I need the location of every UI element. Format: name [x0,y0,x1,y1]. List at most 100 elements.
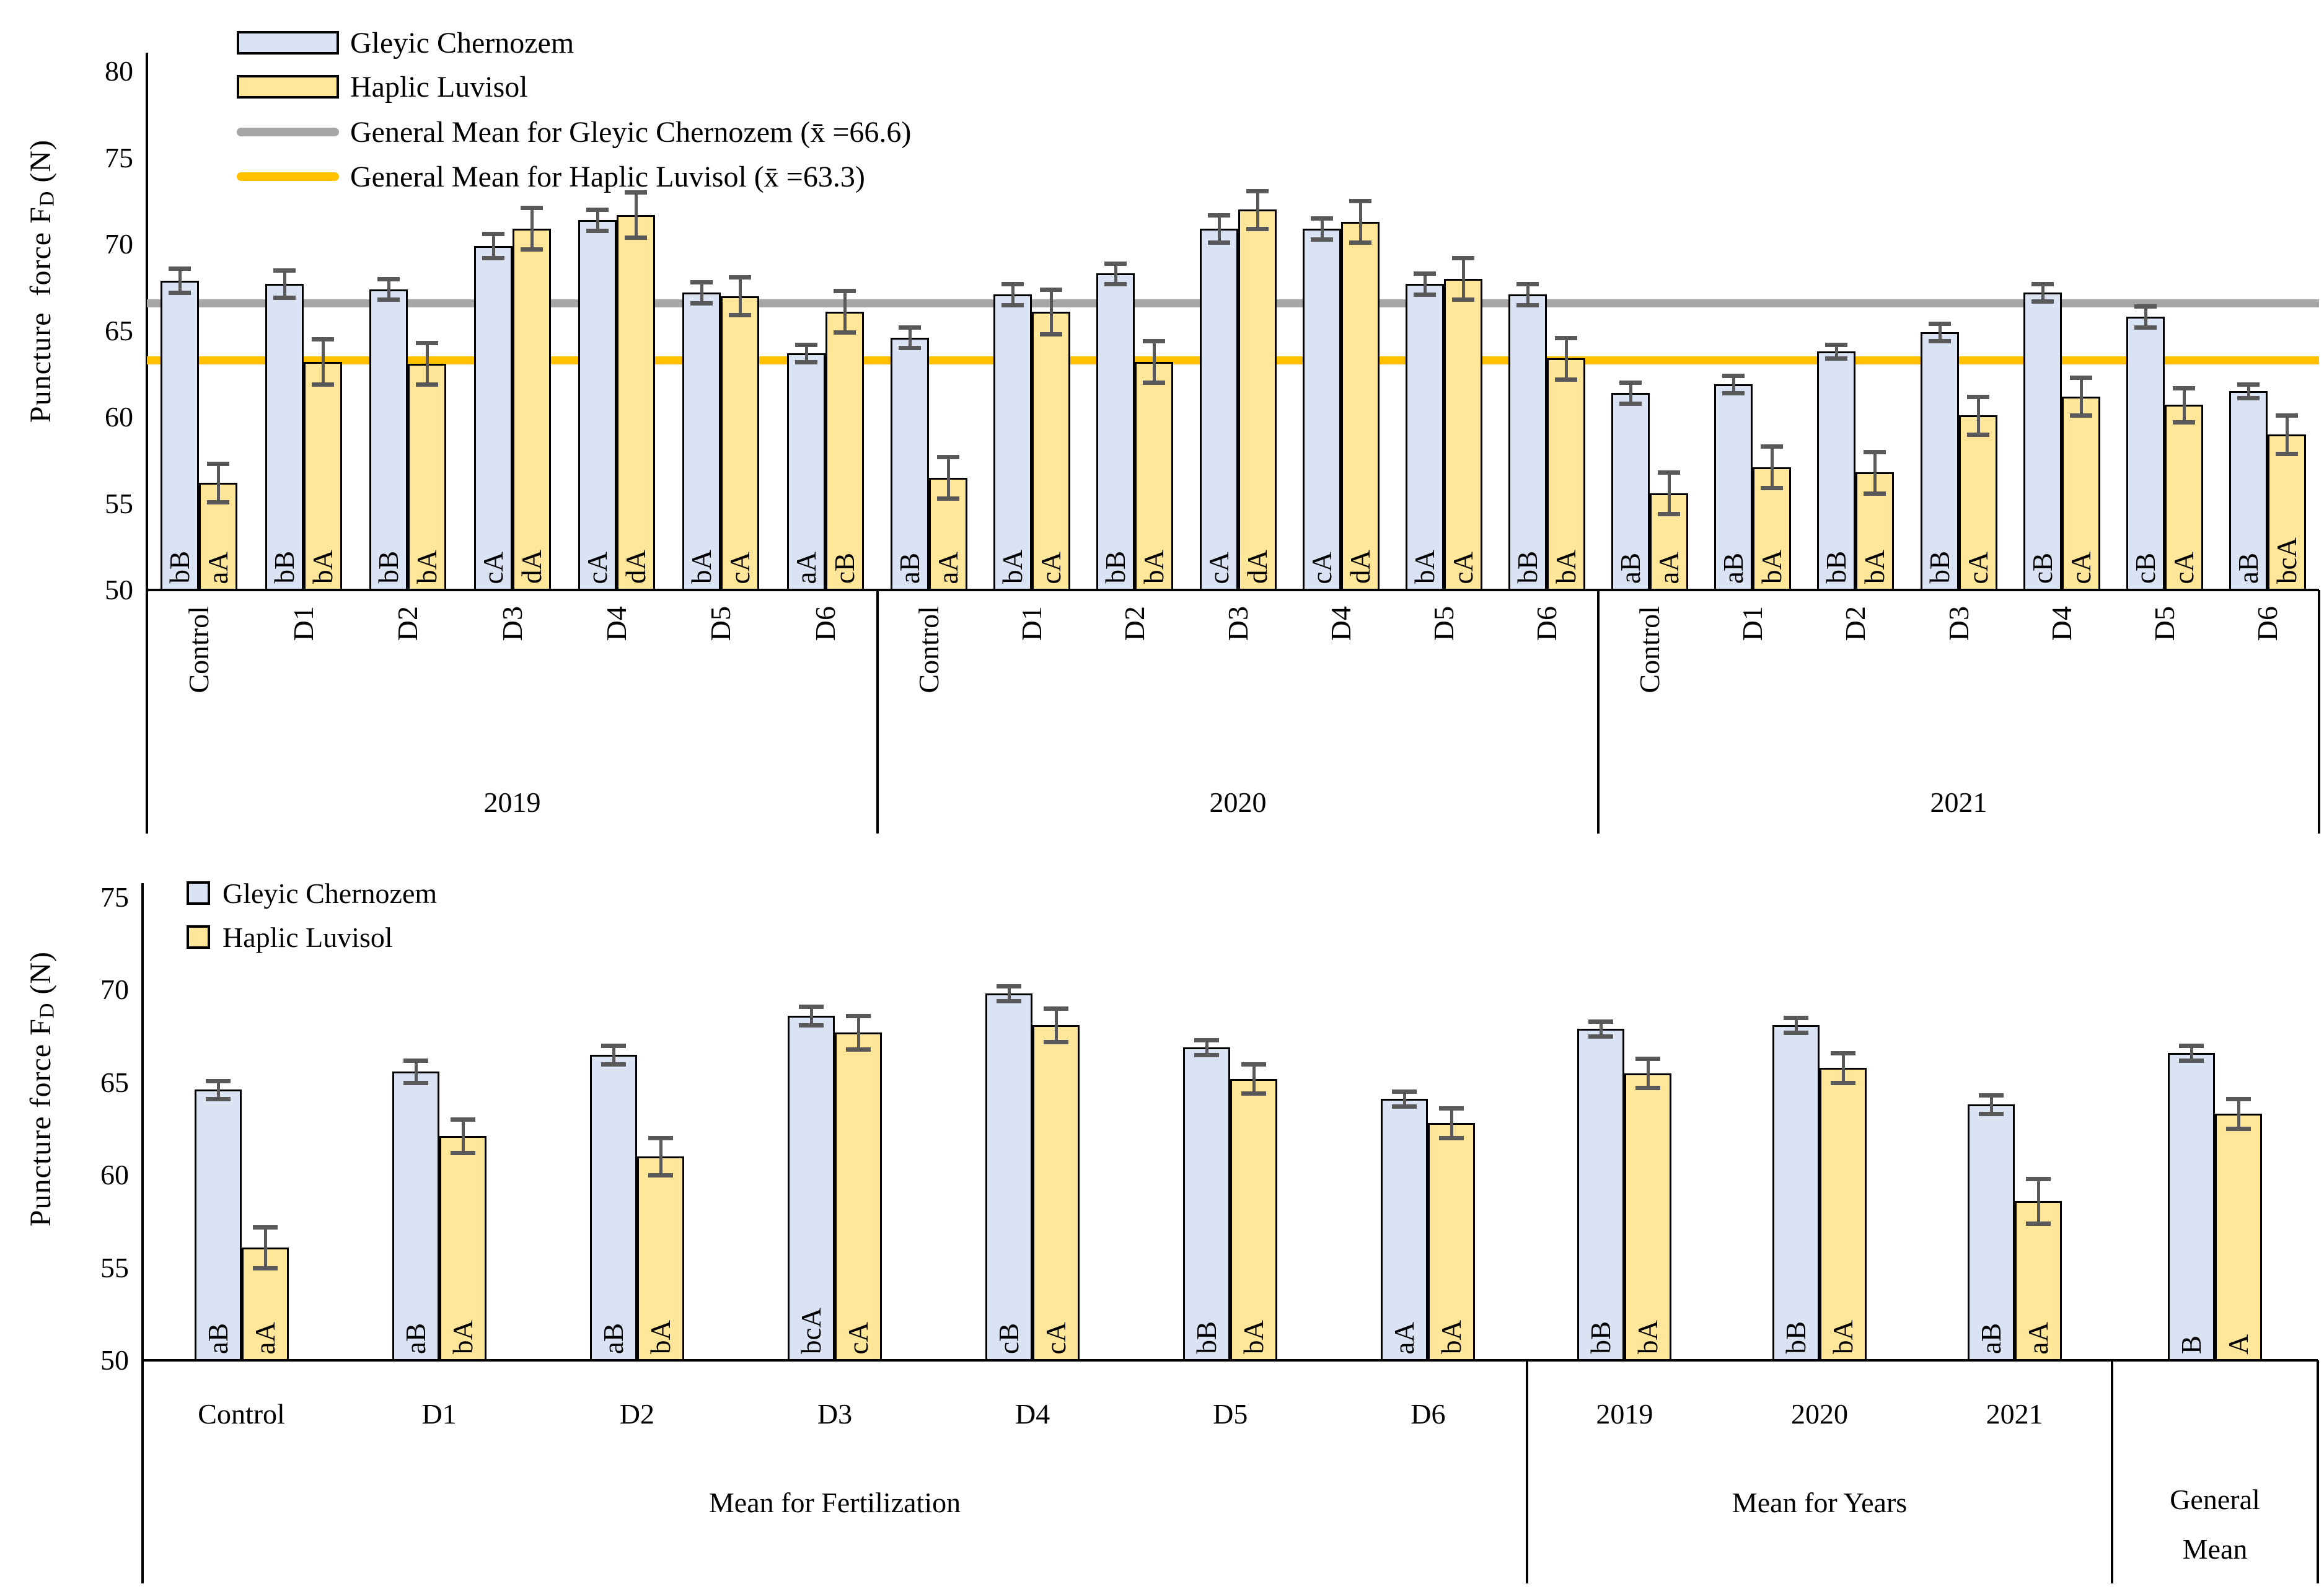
error-bar-cap-top [207,462,230,467]
error-bar-cap-top [2275,413,2298,418]
error-bar-cap-top [1413,271,1436,276]
error-bar-whisker [1403,1091,1407,1107]
error-bar-cap-bottom [1554,377,1577,382]
bar-gleyic-chernozem [589,1054,637,1360]
sig-letter: bB [1512,551,1543,584]
sig-letter: dA [620,550,651,584]
error-bar-whisker [947,457,951,499]
sig-letter: aA [1653,551,1685,584]
legend-item: General Mean for Gleyic Chernozem (x̄ =6… [237,114,911,150]
bar-gleyic-chernozem [369,289,408,590]
error-bar-whisker [857,1015,860,1049]
error-bar-cap-top [416,341,439,346]
error-bar-cap-top [1784,1015,1808,1020]
bar-haplic-luvisol [1135,361,1174,590]
bar-haplic-luvisol [825,311,864,590]
error-bar-whisker [1450,1108,1454,1138]
error-bar-cap-top [1831,1050,1855,1055]
error-bar-cap-bottom [1784,1030,1808,1035]
sig-letter: aB [894,553,926,584]
error-bar-cap-bottom [2275,451,2298,456]
section-separator-line [2317,1360,2319,1583]
legend-swatch-line [237,172,339,181]
sig-letter: bA [1238,1320,1270,1354]
x-axis-line [143,1359,2318,1362]
error-bar-cap-top [450,1117,475,1122]
error-bar-cap-bottom [1439,1136,1464,1141]
bar-gleyic-chernozem [1096,273,1135,590]
sig-letter: bB [164,551,196,584]
error-bar-whisker [1153,341,1156,383]
error-bar-whisker [530,208,534,250]
error-bar-cap-bottom [794,359,817,364]
x-axis-line [147,589,2319,591]
bar-gleyic-chernozem [194,1089,242,1360]
category-label: 2020 [1791,1398,1848,1430]
error-bar-whisker [1358,201,1362,243]
error-bar-cap-bottom [1001,302,1024,307]
error-bar-whisker [263,1226,267,1268]
error-bar-whisker [1055,1008,1059,1042]
error-bar-cap-bottom [2172,420,2195,425]
error-bar-cap-bottom [833,330,856,335]
error-bar-whisker [426,343,429,384]
sig-letter: bB [1191,1321,1223,1354]
legend-label: Gleyic Chernozem [222,877,438,909]
year-label: 2020 [1209,786,1267,818]
error-bar-cap-bottom [1413,292,1436,297]
bar-gleyic-chernozem [786,353,825,590]
bar-haplic-luvisol [1443,278,1482,590]
error-bar-whisker [634,192,638,237]
sig-letter: bB [1585,1321,1617,1354]
error-bar-whisker [1256,190,1259,229]
error-bar-whisker [909,327,912,348]
sig-letter: cA [1447,551,1479,584]
error-bar-cap-top [1516,282,1539,287]
error-bar-cap-bottom [1349,240,1371,245]
section-separator-line [1526,1360,1528,1583]
error-bar-cap-bottom [1635,1086,1661,1091]
bar-haplic-luvisol [1238,209,1277,590]
error-bar-whisker [1647,1058,1650,1088]
error-bar-cap-top [1928,322,1951,327]
bar-haplic-luvisol [2014,1200,2062,1360]
sig-letter: cA [843,1321,874,1354]
sig-letter: bB [1100,551,1132,584]
error-bar-whisker [1008,986,1011,1001]
error-bar-cap-bottom [1104,282,1127,287]
error-bar-cap-bottom [2134,325,2157,330]
sig-letter: cB [2129,553,2161,584]
error-bar-whisker [1050,289,1054,335]
error-bar-whisker [843,291,847,333]
bar-haplic-luvisol [2164,405,2203,590]
sig-letter: bA [412,550,443,584]
bar-haplic-luvisol [2267,434,2306,590]
error-bar-whisker [1423,273,1427,294]
sig-letter: cA [1962,551,1994,584]
error-bar-cap-bottom [1588,1034,1614,1039]
sig-letter: aA [790,551,822,584]
error-bar-cap-top [1143,339,1166,344]
bar-gleyic-chernozem [1577,1028,1625,1360]
error-bar-whisker [2285,415,2289,454]
bar-haplic-luvisol [1958,415,1997,590]
error-bar-cap-bottom [2179,1058,2204,1063]
category-label: D3 [817,1398,853,1430]
bar-gleyic-chernozem [1381,1099,1428,1360]
sig-letter: aB [1718,553,1750,584]
error-bar-cap-top [2069,375,2092,380]
error-bar-cap-bottom [205,1097,231,1102]
error-bar-cap-top [1044,1006,1069,1011]
error-bar-cap-top [846,1013,871,1018]
sig-letter: aB [400,1323,431,1354]
y-tick-label: 75 [100,881,129,913]
y-tick-label: 60 [105,401,133,433]
bar-gleyic-chernozem [788,1015,835,1360]
error-bar-whisker [2036,1178,2040,1223]
sig-letter: dA [1241,550,1273,584]
bar-haplic-luvisol [303,361,342,590]
error-bar-cap-bottom [624,235,647,240]
error-bar-cap-bottom [1722,390,1745,395]
legend-item: Haplic Luvisol [237,69,528,105]
